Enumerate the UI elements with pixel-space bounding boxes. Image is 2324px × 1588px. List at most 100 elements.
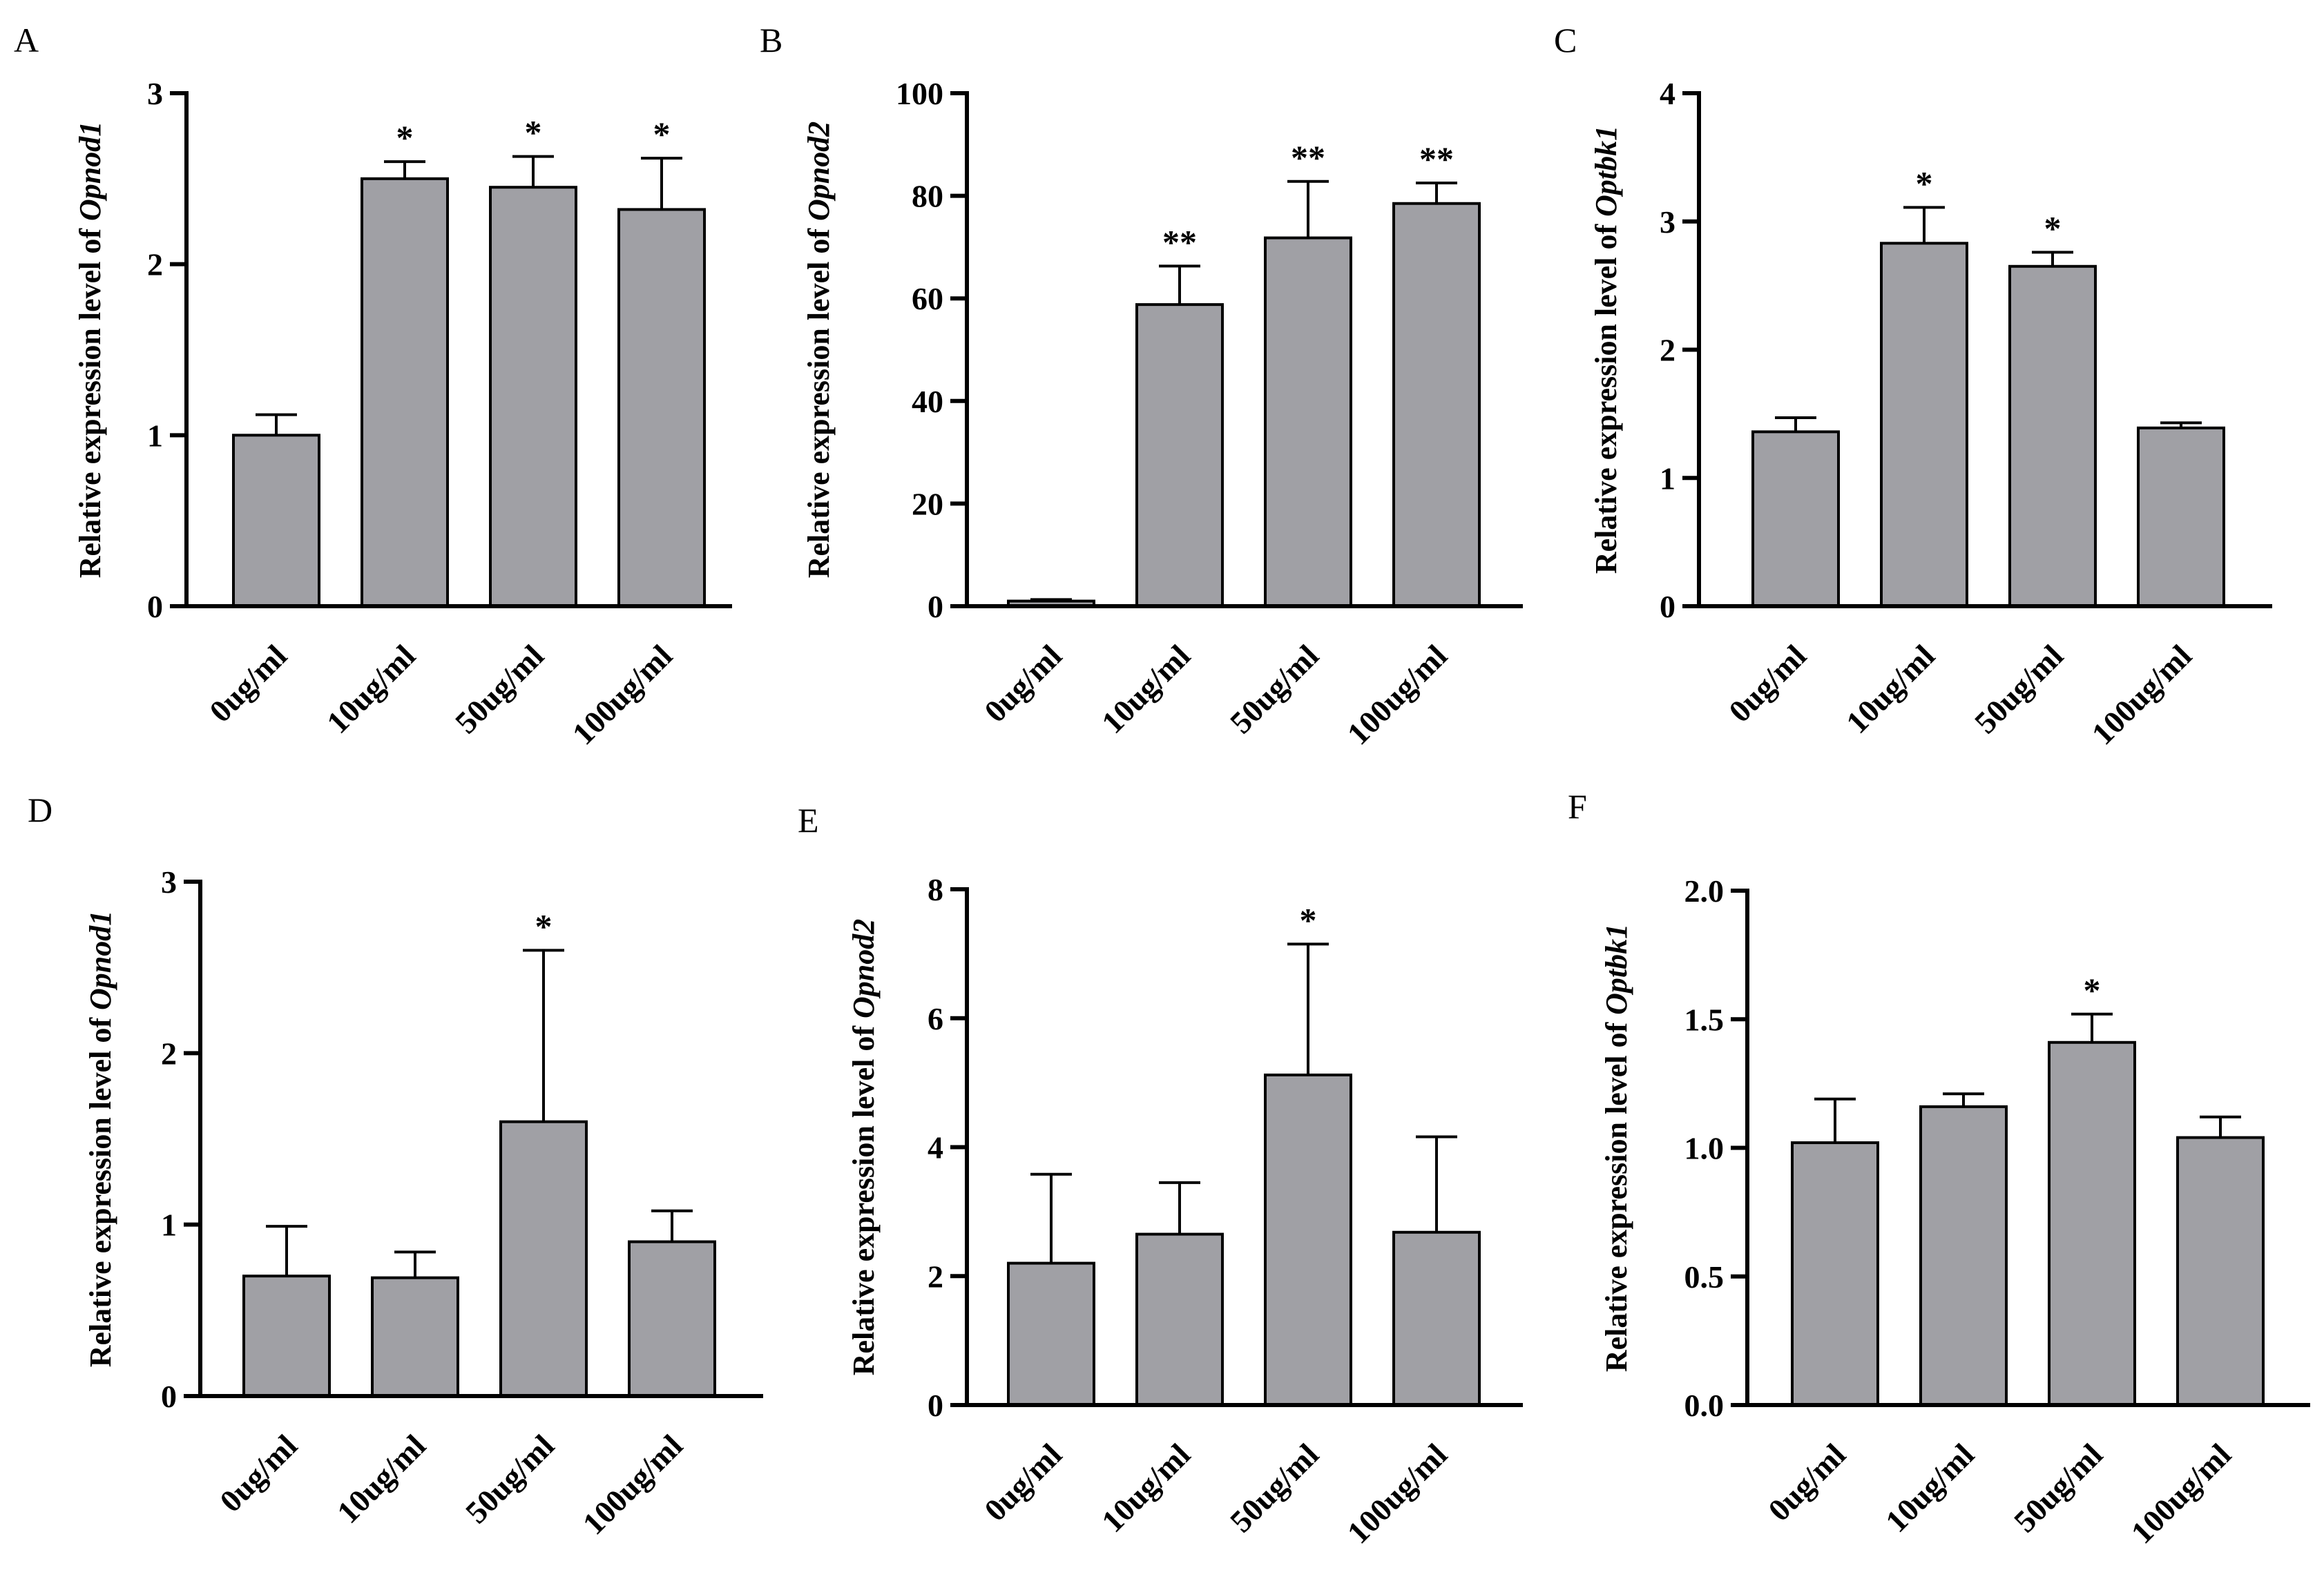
error-bar [1416,1135,1457,1232]
error-bar [1775,416,1816,432]
y-axis-title-text: Relative expression level of [1600,1015,1633,1372]
bar-3 [499,1120,588,1397]
error-bar [384,160,425,179]
error-bar [1416,182,1457,204]
x-tick-label: 100ug/ml [566,638,679,751]
error-bar [2032,251,2073,267]
error-bar [1814,1097,1856,1143]
error-bar [1287,180,1329,238]
panel-letter: C [1554,21,1577,59]
bar-1 [242,1275,331,1397]
error-bar [641,157,682,210]
bar-2 [361,177,449,608]
y-tick-label: 20 [912,486,943,521]
significance-mark: * [396,118,414,157]
x-tick-label: 0ug/ml [213,1428,304,1519]
x-tick-label: 50ug/ml [448,638,550,740]
bar-1 [1007,1261,1095,1406]
y-axis-title-gene: Optbk1 [1600,924,1633,1015]
y-tick-label: 8 [928,872,943,907]
panel-f: F 0ug/ml 10ug/ml * 50ug/ml 100ug/ml 0.0 0.5 1.0 1… [1568,787,2310,1550]
y-tick-label: 3 [147,76,163,111]
x-tick-label: 100ug/ml [1341,1437,1454,1550]
y-tick-label: 0 [161,1379,177,1414]
error-bar [266,1225,307,1277]
error-bar [394,1250,436,1278]
panel-a: A 0ug/ml * 10ug/ml * 50ug/ml * 100ug/ml 0 1 2 3 Rela… [14,21,732,751]
y-tick-label: 0 [147,589,163,624]
y-tick-label: 60 [912,281,943,316]
error-bar [2200,1115,2241,1138]
bar-2 [371,1276,459,1398]
y-axis-title: Relative expression level of Optbk1 [1600,924,1633,1372]
bar-2 [1919,1105,2008,1407]
y-tick-label: 1.5 [1684,1002,1725,1037]
x-tick-label: 100ug/ml [2085,638,2198,751]
bar-4 [628,1240,716,1397]
y-tick-label: 0 [1660,589,1675,624]
y-tick-label: 40 [912,384,943,419]
y-axis-title: Relative expression level of Opnod1 [84,911,117,1368]
y-tick-label: 80 [912,179,943,214]
y-axis-title: Relative expression level of Opnod2 [802,122,836,579]
bar-4 [2176,1136,2265,1406]
x-tick-label: 10ug/ml [1095,1437,1197,1539]
y-tick-label: 2 [161,1036,177,1071]
y-axis-title-text: Relative expression level of [73,221,107,578]
panel-letter: A [14,21,39,59]
panel-letter: D [28,791,52,829]
bar-2 [1135,303,1224,608]
x-tick-label: 50ug/ml [1223,638,1325,740]
y-tick-label: 1 [161,1208,177,1243]
bar-3 [2048,1040,2136,1406]
y-axis-title-gene: Opnod1 [73,122,107,221]
error-bar [512,155,554,188]
y-tick-label: 2 [928,1259,943,1294]
significance-mark: * [2044,209,2062,247]
y-tick-label: 0 [928,589,943,624]
x-tick-label: 0ug/ml [977,638,1068,729]
bar-2 [1135,1232,1224,1407]
y-axis-title-text: Relative expression level of [84,1010,117,1367]
error-bar [1943,1092,1984,1107]
bar-3 [1264,236,1352,608]
x-tick-label: 0ug/ml [1761,1437,1852,1528]
error-bar [523,949,564,1122]
error-bar [651,1209,693,1242]
significance-mark: * [2084,971,2101,1009]
panel-e: E 0ug/ml 10ug/ml * 50ug/ml 100ug/ml 0 2 4 6 8 Relat… [798,801,1523,1550]
error-bar [1030,598,1072,601]
x-tick-label: 10ug/ml [330,1428,432,1530]
y-axis-title-gene: Opnod2 [847,919,881,1018]
y-axis-title-text: Relative expression level of [847,1018,881,1375]
bar-4 [1392,1230,1481,1406]
y-tick-label: 0 [928,1388,943,1423]
bar-3 [1264,1073,1352,1407]
error-bar [1287,942,1329,1075]
y-tick-label: 2 [147,247,163,282]
error-bar [2071,1012,2113,1043]
significance-mark: * [653,115,671,153]
error-bar [1159,264,1200,305]
y-tick-label: 3 [161,864,177,900]
y-tick-label: 0.0 [1684,1388,1725,1423]
y-axis-title: Relative expression level of Opnod2 [847,919,881,1376]
x-tick-label: 0ug/ml [202,638,294,729]
error-bar [2160,421,2202,428]
y-tick-label: 1.0 [1684,1131,1725,1166]
significance-mark: ** [1291,138,1325,177]
y-tick-label: 2 [1660,333,1675,368]
significance-mark: * [1300,900,1317,939]
significance-mark: ** [1162,222,1197,261]
x-tick-label: 100ug/ml [576,1428,689,1541]
x-tick-label: 50ug/ml [459,1428,561,1530]
x-tick-label: 0ug/ml [977,1437,1068,1528]
x-tick-label: 0ug/ml [1722,638,1813,729]
y-tick-label: 2.0 [1684,873,1725,909]
bar-3 [2008,264,2097,608]
y-axis-title: Relative expression level of Opnod1 [73,122,107,579]
y-axis-title: Relative expression level of Optbk1 [1589,126,1623,574]
x-tick-label: 50ug/ml [1968,638,2070,740]
bar-4 [1392,202,1481,608]
panel-b: B 0ug/ml ** 10ug/ml ** 50ug/ml ** 100ug/ml 0 20 40… [760,21,1523,751]
